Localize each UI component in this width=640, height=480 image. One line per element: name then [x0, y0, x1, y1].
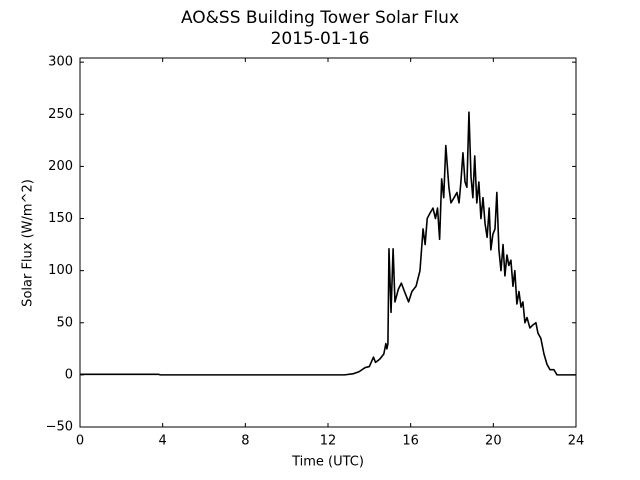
line-series — [80, 111, 576, 376]
chart-title: AO&SS Building Tower Solar Flux — [181, 8, 459, 28]
y-tick-label: −50 — [46, 420, 73, 435]
y-tick-label: 300 — [48, 55, 73, 70]
y-tick-label: 200 — [48, 159, 73, 174]
x-tick-label: 12 — [320, 434, 337, 449]
y-axis-label: Solar Flux (W/m^2) — [21, 179, 36, 307]
x-tick-label: 16 — [402, 434, 419, 449]
x-axis-label: Time (UTC) — [291, 455, 364, 470]
x-tick-label: 0 — [76, 434, 84, 449]
y-tick-label: 100 — [48, 263, 73, 278]
x-tick-label: 20 — [485, 434, 502, 449]
plot-frame — [79, 57, 577, 428]
y-tick-label: 150 — [48, 211, 73, 226]
y-tick-label: 250 — [48, 107, 73, 122]
x-tick-label: 4 — [159, 434, 167, 449]
x-tick-label: 24 — [568, 434, 585, 449]
y-tick-label: 0 — [65, 367, 73, 382]
chart-subtitle: 2015-01-16 — [271, 29, 370, 49]
x-tick-label: 8 — [241, 434, 249, 449]
y-tick-label: 50 — [56, 315, 73, 330]
